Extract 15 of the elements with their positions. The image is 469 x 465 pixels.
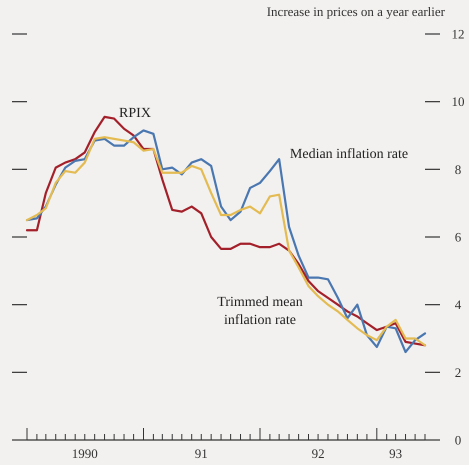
series-label: Trimmed mean inflation rate — [217, 295, 303, 328]
y-tick-label: 0 — [454, 432, 462, 448]
series-label: Median inflation rate — [290, 147, 408, 162]
y-tick-label: 4 — [454, 297, 462, 312]
y-tick-label: 2 — [454, 364, 462, 380]
y-axis-title: Increase in prices on a year earlier — [266, 4, 446, 19]
x-tick-label: 91 — [194, 446, 208, 461]
x-tick-label: 92 — [312, 446, 325, 461]
y-tick-label: 6 — [454, 230, 462, 244]
y-tick-label: 8 — [454, 162, 462, 177]
y-tick-label: 12 — [452, 26, 464, 42]
y-tick-label: 10 — [452, 94, 464, 110]
x-tick-label: 1990 — [72, 446, 98, 461]
series-label: RPIX — [119, 106, 151, 121]
x-tick-label: 93 — [389, 446, 402, 461]
